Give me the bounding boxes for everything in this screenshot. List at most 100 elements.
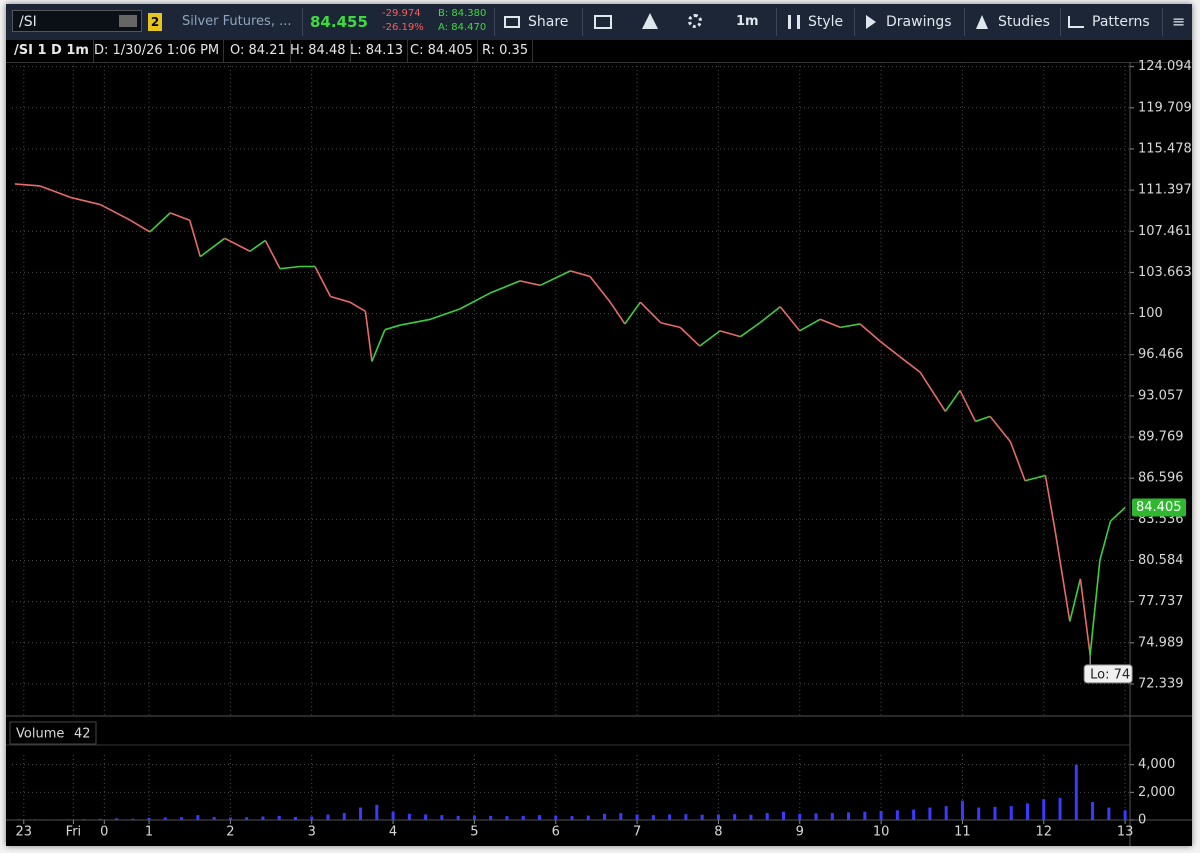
price-segment [371,329,386,362]
toolbar: /SI 2 Silver Futures, ... 84.455 -29.974… [6,4,1192,41]
volume-label: Volume [16,727,64,742]
volume-bar [17,819,21,820]
price-segment [570,270,591,278]
y-tick-label: 74.989 [1138,635,1184,650]
x-tick-label: 23 [16,825,33,840]
price-segment [1109,506,1126,522]
price-segment [489,280,521,294]
volume-bar [651,815,655,820]
x-tick-label: 10 [873,825,890,840]
y-tick-label: 96.466 [1138,347,1184,362]
price-segment [330,295,351,303]
menu-button[interactable]: ≡ [1172,12,1186,31]
pct-change: -26.19% [382,22,424,33]
volume-bar [342,813,346,820]
patterns-button[interactable]: Patterns [1068,4,1150,40]
price-segment [14,183,41,187]
y-tick-label: 2,000 [1138,785,1175,800]
y-tick-label: 111.397 [1138,183,1192,198]
price-segment [314,266,332,297]
volume-bar [212,816,216,820]
price-segment [959,390,977,422]
share-label: Share [528,14,569,30]
volume-bar [781,811,785,820]
description: Silver Futures, ... [182,14,292,29]
price-segment [149,212,171,233]
volume-bar [619,813,623,820]
volume-bar [66,819,70,820]
link-badge[interactable]: 2 [148,13,162,31]
price-segment [188,220,202,257]
app-window: /SI 2 Silver Futures, ... 84.455 -29.974… [6,4,1192,846]
net-change: -29.974 [382,8,421,19]
y-tick-label: 115.478 [1138,141,1192,156]
volume-bar [879,811,883,820]
volume-bar [798,813,802,820]
volume-bar [765,813,769,820]
volume-bar [115,818,119,820]
drawings-button[interactable]: Drawings [866,4,952,40]
ask: A: 84.470 [438,22,487,33]
price-segment [349,301,366,312]
volume-bar [261,816,265,820]
volume-bar [944,806,948,820]
y-tick-label: 0 [1138,813,1146,828]
x-tick-label: 11 [954,825,971,840]
price-segment [719,330,741,338]
price-segment [249,239,266,252]
price-segment [199,237,226,258]
x-tick-label: 13 [1117,825,1134,840]
dropdown[interactable] [119,15,137,27]
price-segment [589,275,611,303]
volume-bar [472,815,476,820]
volume-bar [847,812,851,820]
volume-bar [960,800,964,820]
price-segment [679,326,701,347]
y-tick-label: 100 [1138,306,1163,321]
price-segment [899,356,921,373]
low-marker-box [1083,664,1133,684]
symbol-box[interactable]: /SI [12,10,142,32]
flask-button[interactable] [642,13,658,29]
price-segment [1089,560,1101,655]
volume-bar [830,813,834,820]
share-button[interactable]: Share [504,4,568,40]
settings-button[interactable] [688,14,702,28]
volume-bar [1042,799,1046,820]
volume-bar [147,817,151,820]
x-tick-label: 6 [552,825,560,840]
volume-bar [505,816,509,820]
last-price-label: 84.405 [1136,500,1182,515]
volume-bar [684,814,688,820]
volume-bar [603,813,607,820]
volume-bar [310,816,314,820]
price-segment [129,219,151,233]
x-tick-label: 7 [633,825,641,840]
x-tick-label: 4 [389,825,397,840]
volume-bar [554,815,558,820]
volume-bar [228,817,232,820]
price-segment [779,306,801,332]
studies-button[interactable]: Studies [976,4,1050,40]
y-tick-label: 4,000 [1138,757,1175,772]
style-button[interactable]: Style [788,4,843,40]
volume-bar [49,819,53,820]
x-tick-label: 9 [796,825,804,840]
volume-bar [456,815,460,820]
price-segment [1044,475,1056,531]
price-segment [609,301,626,325]
volume-bar [749,814,753,820]
snapshot-button[interactable] [594,15,612,29]
price-segment [759,306,781,324]
y-tick-label: 80.584 [1138,553,1184,568]
y-tick-label: 107.461 [1138,224,1192,239]
volume-bar [1123,810,1127,820]
interval-button[interactable]: 1m [736,14,759,29]
y-tick-label: 89.769 [1138,430,1184,445]
y-tick-label: 93.057 [1138,388,1184,403]
volume-bar [895,810,899,820]
volume-bar [1074,764,1078,820]
x-tick-label: 8 [714,825,722,840]
volume-bar [537,815,541,820]
x-tick-label: 5 [470,825,478,840]
